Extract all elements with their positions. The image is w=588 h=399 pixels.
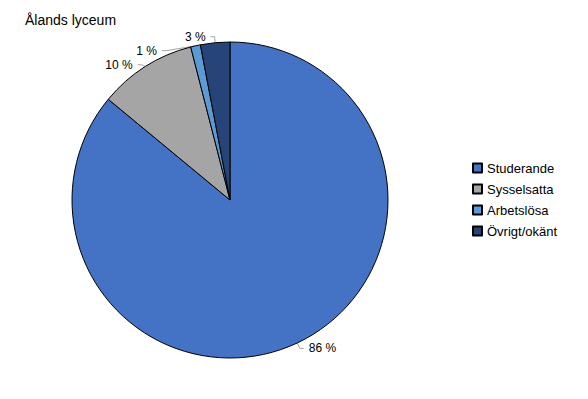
- svg-text:Ålands lyceum: Ålands lyceum: [25, 12, 116, 28]
- svg-text:Övrigt/okänt: Övrigt/okänt: [487, 224, 557, 239]
- svg-text:10 %: 10 %: [105, 58, 133, 72]
- svg-text:Arbetslösa: Arbetslösa: [487, 203, 549, 218]
- svg-text:3 %: 3 %: [185, 30, 206, 44]
- svg-text:Sysselsatta: Sysselsatta: [487, 182, 554, 197]
- svg-text:86 %: 86 %: [309, 341, 337, 355]
- svg-text:Studerande: Studerande: [487, 161, 554, 176]
- svg-text:1 %: 1 %: [136, 44, 157, 58]
